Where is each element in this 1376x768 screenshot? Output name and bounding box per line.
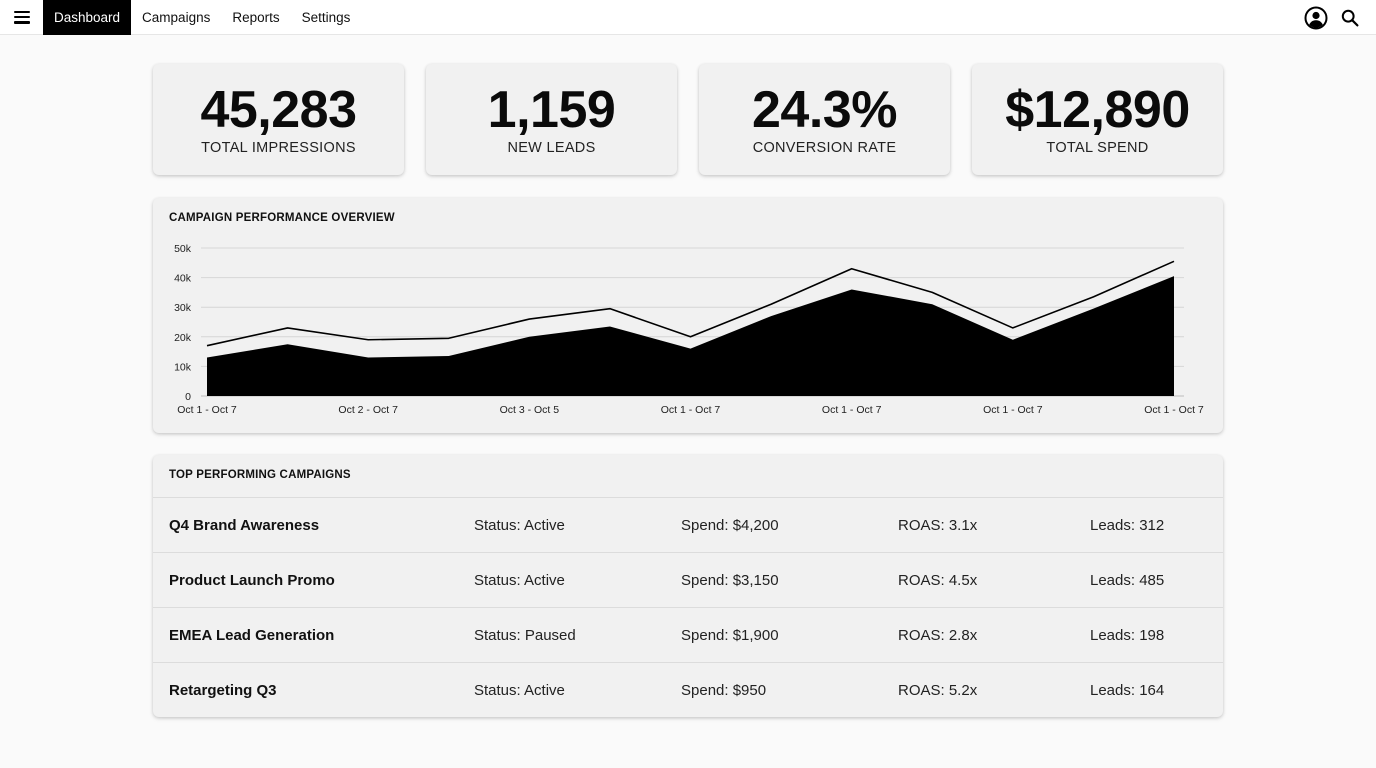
campaign-spend: Spend: $4,200 <box>681 516 779 534</box>
kpi-value: 1,159 <box>487 81 616 139</box>
x-tick-label: Oct 1 - Oct 7 <box>983 404 1043 416</box>
y-tick-label: 40k <box>174 273 192 285</box>
campaign-row[interactable]: Q4 Brand Awareness Status: Active Spend:… <box>153 497 1223 552</box>
kpi-label: NEW LEADS <box>507 140 596 156</box>
kpi-card-total-spend: $12,890 TOTAL SPEND <box>972 64 1223 175</box>
campaign-roas: ROAS: 4.5x <box>898 571 978 589</box>
table-title: TOP PERFORMING CAMPAIGNS <box>169 469 351 481</box>
campaign-row[interactable]: Product Launch Promo Status: Active Spen… <box>153 552 1223 607</box>
campaign-status: Status: Paused <box>474 626 576 644</box>
kpi-label: CONVERSION RATE <box>752 140 897 156</box>
kpi-card-new-leads: 1,159 NEW LEADS <box>426 64 677 175</box>
tab-reports[interactable]: Reports <box>232 9 280 25</box>
kpi-card-total-impressions: 45,283 TOTAL IMPRESSIONS <box>153 64 404 175</box>
campaign-name: EMEA Lead Generation <box>169 626 335 644</box>
series-area <box>207 276 1174 396</box>
x-tick-label: Oct 1 - Oct 7 <box>822 404 882 416</box>
campaign-row[interactable]: Retargeting Q3 Status: Active Spend: $95… <box>153 662 1223 717</box>
campaign-leads: Leads: 198 <box>1090 626 1165 644</box>
y-tick-label: 30k <box>174 302 192 314</box>
y-tick-label: 50k <box>174 243 192 255</box>
user-account-icon[interactable] <box>1304 6 1328 30</box>
campaign-list: Q4 Brand Awareness Status: Active Spend:… <box>153 497 1223 717</box>
y-tick-label: 10k <box>174 361 192 373</box>
x-tick-label: Oct 1 - Oct 7 <box>177 404 237 416</box>
campaign-status: Status: Active <box>474 516 565 534</box>
kpi-value: 24.3% <box>752 81 897 139</box>
x-tick-label: Oct 1 - Oct 7 <box>661 404 721 416</box>
series-line <box>206 260 1175 347</box>
x-tick-label: Oct 3 - Oct 5 <box>500 404 560 416</box>
campaign-spend: Spend: $3,150 <box>681 571 779 589</box>
campaign-leads: Leads: 312 <box>1090 516 1165 534</box>
kpi-label: TOTAL IMPRESSIONS <box>201 140 356 156</box>
campaign-roas: ROAS: 2.8x <box>898 626 978 644</box>
campaign-performance-chart-card: CAMPAIGN PERFORMANCE OVERVIEW 0 10k 20k 30k… <box>153 198 1223 433</box>
chart-title: CAMPAIGN PERFORMANCE OVERVIEW <box>169 212 395 224</box>
campaign-leads: Leads: 164 <box>1090 681 1165 699</box>
x-tick-label: Oct 1 - Oct 7 <box>1144 404 1204 416</box>
performance-area-chart: 0 10k 20k 30k 40k 50k Oct 1 - Oct 7 Oct 2 - Oct… <box>174 243 1204 416</box>
y-tick-label: 20k <box>174 332 192 344</box>
campaign-name: Product Launch Promo <box>169 571 335 589</box>
top-campaigns-card: TOP PERFORMING CAMPAIGNS Q4 Brand Awaren… <box>153 455 1223 717</box>
kpi-label: TOTAL SPEND <box>1046 140 1149 156</box>
campaign-row[interactable]: EMEA Lead Generation Status: Paused Spen… <box>153 607 1223 662</box>
tab-dashboard[interactable]: Dashboard <box>43 0 132 35</box>
campaign-spend: Spend: $1,900 <box>681 626 779 644</box>
kpi-value: 45,283 <box>200 81 357 139</box>
campaign-leads: Leads: 485 <box>1090 571 1165 589</box>
tab-settings[interactable]: Settings <box>301 9 351 25</box>
tab-campaigns[interactable]: Campaigns <box>142 9 211 25</box>
kpi-value: $12,890 <box>1005 81 1190 139</box>
campaign-name: Q4 Brand Awareness <box>169 516 320 534</box>
campaign-status: Status: Active <box>474 571 565 589</box>
top-navigation-bar: Dashboard Campaigns Reports Settings <box>0 0 1376 35</box>
campaign-name: Retargeting Q3 <box>169 681 277 699</box>
campaign-status: Status: Active <box>474 681 565 699</box>
campaign-roas: ROAS: 5.2x <box>898 681 978 699</box>
hamburger-menu-icon[interactable] <box>0 0 43 35</box>
search-icon[interactable] <box>1338 6 1362 30</box>
x-tick-label: Oct 2 - Oct 7 <box>338 404 398 416</box>
y-tick-label: 0 <box>185 391 191 403</box>
campaign-roas: ROAS: 3.1x <box>898 516 978 534</box>
kpi-card-conversion-rate: 24.3% CONVERSION RATE <box>699 64 950 175</box>
campaign-spend: Spend: $950 <box>681 681 767 699</box>
